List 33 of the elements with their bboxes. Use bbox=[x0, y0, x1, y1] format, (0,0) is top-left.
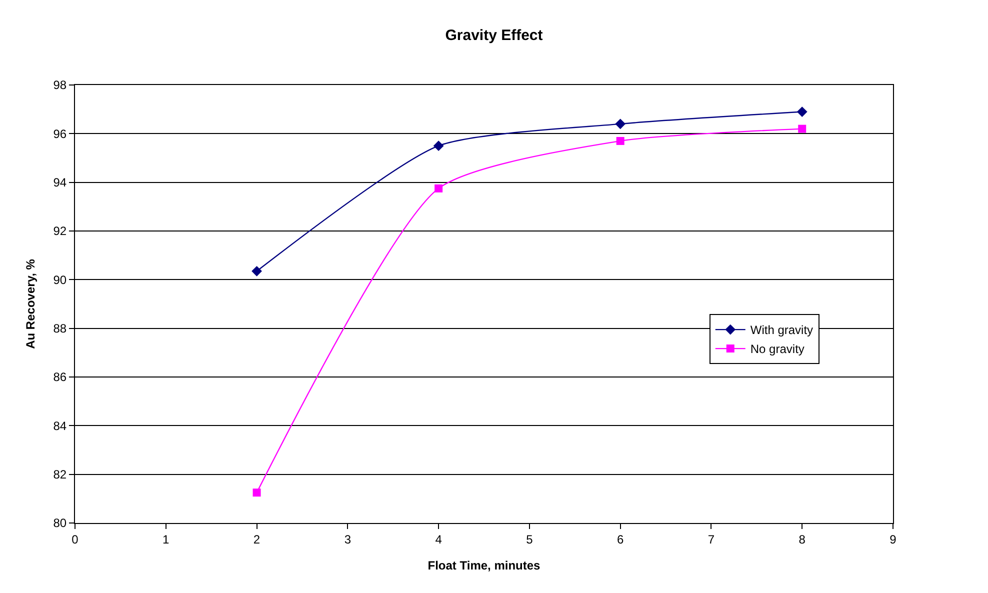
x-tick-label: 6 bbox=[616, 532, 624, 546]
chart-title: Gravity Effect bbox=[445, 27, 543, 44]
y-tick-label: 82 bbox=[53, 468, 67, 482]
y-tick-label: 86 bbox=[53, 370, 67, 384]
x-tick-label: 2 bbox=[253, 532, 260, 546]
y-tick-label: 94 bbox=[53, 176, 67, 190]
x-tick-label: 7 bbox=[708, 532, 715, 546]
point bbox=[434, 184, 443, 192]
point bbox=[252, 266, 262, 276]
y-tick-label: 98 bbox=[53, 78, 67, 92]
x-tick-label: 3 bbox=[344, 532, 352, 546]
y-axis-title: Au Recovery, % bbox=[24, 258, 38, 349]
x-tick-label: 4 bbox=[435, 532, 442, 546]
point bbox=[616, 136, 624, 145]
point bbox=[796, 106, 808, 117]
y-tick-label: 90 bbox=[53, 272, 67, 287]
point bbox=[433, 140, 444, 152]
x-tick-label: 8 bbox=[798, 532, 806, 546]
legend-label: With gravity bbox=[750, 323, 814, 338]
y-tick-label: 96 bbox=[53, 126, 67, 141]
point bbox=[798, 124, 806, 133]
x-tick-label: 9 bbox=[890, 532, 897, 546]
x-tick-label: 0 bbox=[72, 532, 79, 546]
legend-label: No gravity bbox=[750, 342, 804, 356]
y-tick-label: 88 bbox=[53, 322, 67, 336]
x-axis-title: Float Time, minutes bbox=[428, 558, 541, 572]
x-tick-label: 1 bbox=[162, 532, 170, 546]
point bbox=[252, 488, 261, 497]
y-tick-label: 92 bbox=[53, 224, 67, 238]
y-tick-label: 84 bbox=[53, 418, 67, 433]
point bbox=[615, 118, 626, 130]
x-tick-label: 5 bbox=[526, 532, 534, 546]
y-tick-label: 80 bbox=[53, 516, 67, 530]
